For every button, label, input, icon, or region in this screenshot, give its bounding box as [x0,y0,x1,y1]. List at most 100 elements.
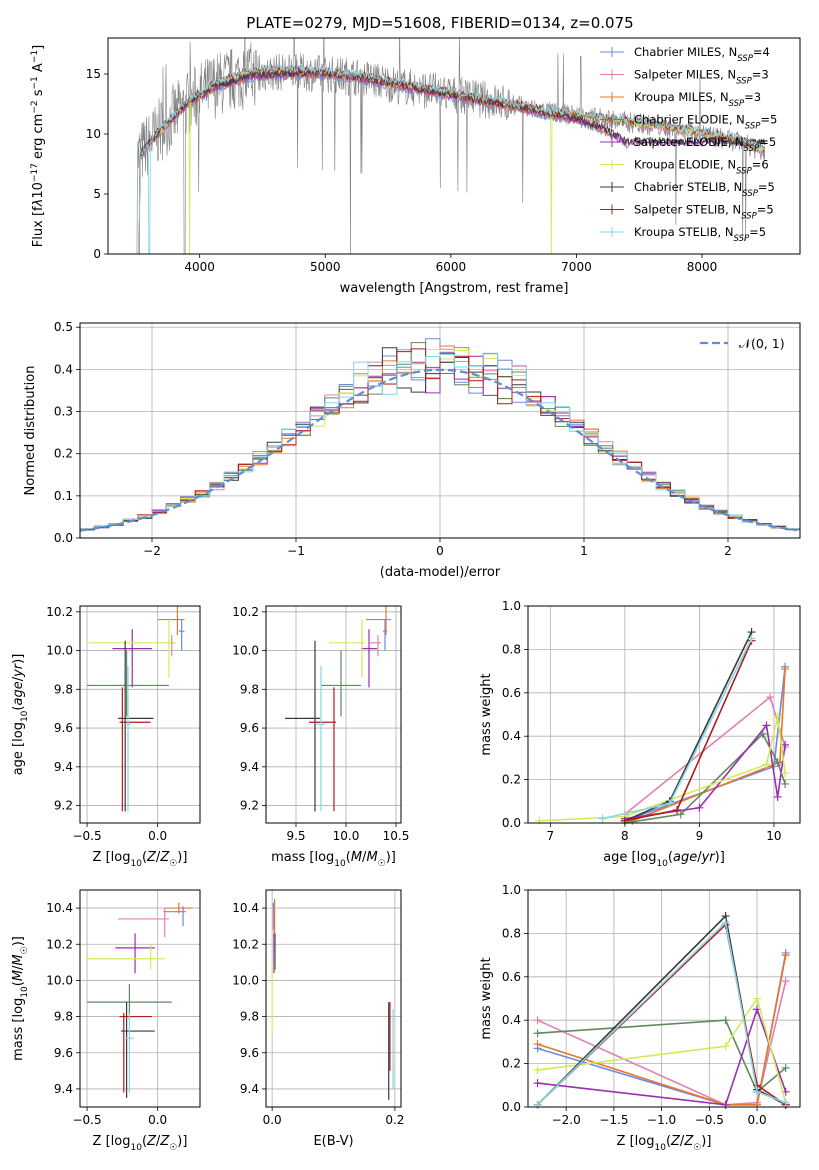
y-tick-label: 0 [93,247,101,261]
y-tick-label: 9.8 [240,1010,259,1024]
spectrum-frame [107,37,801,255]
y-tick-label: 9.8 [240,682,259,696]
mass-vs-Z-frame [79,889,201,1108]
y-tick-label: 0.2 [502,1057,521,1071]
weight-point [781,769,790,778]
errorbar-chabrier-elodie [321,650,361,717]
weight-point [773,712,782,721]
x-tick-label: −2 [143,544,161,558]
legend-label-kroupa-elodie: Kroupa ELODIE, NSSP=6 [634,158,769,177]
y-tick-label: 0.4 [502,729,521,743]
y-tick-label: 0.4 [502,1013,521,1027]
y-tick-label: 10.2 [46,605,73,619]
age-vs-mass-xlabel: mass [log10(M/M☉)] [271,850,396,869]
spectrum-legend: Chabrier MILES, NSSP=4 Salpeter MILES, NS… [600,45,777,244]
weight-point [721,1016,730,1025]
x-tick-label: −1 [287,544,305,558]
y-tick-label: 0.8 [502,642,521,656]
residuals-ylabel: Normed distribution [23,366,38,496]
mass-weight-vs-Z-frame [527,889,801,1108]
y-tick-label: 10 [86,127,101,141]
x-tick-label: 10.5 [383,829,410,843]
spectrum-model-kroupa-miles [138,70,630,254]
x-tick-label: 8 [621,829,629,843]
age-vs-Z-ylabel: age [log10(age/yr)] [11,654,30,776]
errorbar-kroupa-elodie [329,619,365,678]
weight-point [533,1079,542,1088]
weight-point [535,816,544,825]
y-tick-label: 9.4 [54,760,73,774]
y-tick-label: 10.4 [232,901,259,915]
mass-weight-vs-age-lines [535,628,790,827]
errorbar-salpeter-stelib [119,687,151,812]
errorbar-kroupa-stelib [125,1012,134,1093]
age-vs-Z-points [87,606,185,812]
weight-line-kroupa-stelib [536,920,786,1106]
weight-line-salpeter-miles [537,980,787,1106]
x-tick-label: 7 [547,829,555,843]
mass-vs-Z-ylabel: mass [log10(M/M☉)] [11,936,30,1061]
x-tick-label: 7000 [561,260,592,274]
age-vs-Z-frame [79,605,201,824]
errorbar-salpeter-stelib [309,687,336,812]
x-tick-label: −1.5 [599,1113,628,1127]
spectrum-axes: 4000 5000 6000 7000 8000 0 5 10 15 [86,67,718,274]
weight-point [676,810,685,819]
y-tick-label: 10.4 [46,901,73,915]
x-tick-label: 10.0 [333,829,360,843]
spectrum-data-line [136,38,766,254]
mass-vs-Z-xlabel: Z [log10(Z/Z☉)] [93,1134,188,1153]
y-tick-label: 9.8 [54,682,73,696]
x-tick-label: 1 [580,544,588,558]
errorbar-salpeter-miles [370,635,381,657]
weight-point [695,803,704,812]
weight-point [533,1040,542,1049]
weight-point [781,664,790,673]
x-tick-label: −0.5 [72,829,101,843]
weight-point [753,1100,762,1109]
weight-line-salpeter-miles [624,695,786,815]
age-vs-Z-axes: −0.5 0.0 9.2 9.4 9.6 9.8 10.0 10.2 [46,605,200,843]
errorbar-kroupa-miles [164,902,193,914]
mass-vs-EBV-xlabel: E(B-V) [313,1134,353,1149]
legend-label-chabrier-stelib: Chabrier STELIB, NSSP=5 [634,180,775,199]
errorbar-kroupa-elodie [88,619,176,678]
y-tick-label: 9.2 [240,799,259,813]
errorbar-chabrier-miles [163,906,186,927]
weight-point [721,1100,730,1109]
mass-vs-EBV-frame [265,889,402,1108]
age-vs-mass-frame [265,605,402,824]
age-vs-Z-xlabel: Z [log10(Z/Z☉)] [93,850,188,869]
errorbar-chabrier-stelib [120,1002,155,1098]
weight-point [533,1029,542,1038]
y-tick-label: 1.0 [502,883,521,897]
legend-label-gaussian: 𝒩(0, 1) [739,336,785,351]
y-tick-label: 0.0 [54,531,73,545]
weight-point [773,758,782,767]
y-tick-label: 0.6 [502,970,521,984]
weight-point [533,1066,542,1075]
mass-vs-EBV-axes: 0.0 0.2 9.4 9.6 9.8 10.0 10.2 10.4 [232,890,404,1127]
legend-label-salpeter-elodie: Salpeter ELODIE, NSSP=5 [634,135,776,154]
x-tick-label: 2 [724,544,732,558]
weight-point [781,1063,790,1072]
y-tick-label: 9.6 [54,721,73,735]
weight-point [781,1098,790,1107]
weight-point [781,779,790,788]
x-tick-label: 5000 [310,260,341,274]
y-tick-label: 0.0 [502,816,521,830]
y-tick-label: 0.3 [54,405,73,419]
weight-point [781,977,790,986]
y-tick-label: 0.8 [502,926,521,940]
residual-histograms [80,338,800,533]
weight-point [721,1042,730,1051]
residuals-frame [79,322,801,539]
weight-point [781,951,790,960]
spectrum-ylabel: Flux [fλ10−17 erg cm−2 s−1 A−1] [30,45,46,247]
errorbar-salpeter-elodie [112,629,152,688]
y-tick-label: 10.0 [46,973,73,987]
weight-point [773,792,782,801]
errorbar-salpeter-miles [118,908,169,938]
x-tick-label: −0.5 [72,1113,101,1127]
y-tick-label: 9.2 [54,799,73,813]
